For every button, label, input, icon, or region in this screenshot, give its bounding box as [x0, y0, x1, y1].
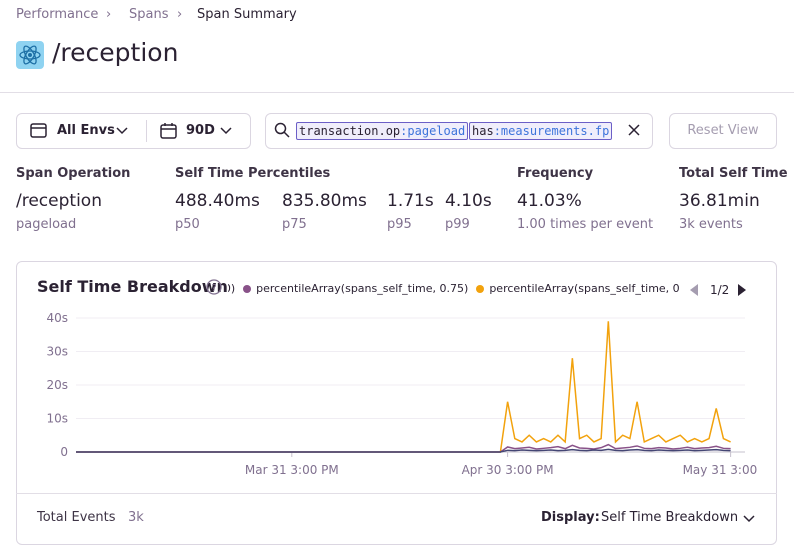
stat-sub: p95	[387, 217, 412, 232]
y-tick-label: 40s	[46, 311, 68, 325]
token-key: has	[472, 124, 494, 138]
stat-label: Total Self Time	[679, 166, 788, 181]
prev-page[interactable]	[690, 284, 698, 296]
legend-items: percentileArray(spans_self_time, 0.50) pe…	[228, 282, 680, 295]
stat-value: 835.80ms	[282, 191, 367, 211]
breadcrumb-sep: ›	[106, 7, 112, 22]
stat-label: Self Time Percentiles	[175, 166, 331, 181]
legend-page: 1/2	[710, 283, 730, 297]
chart: 0 10s 20s 30s 40s Mar 31 3:00 PM Apr 30 3:00 P…	[46, 311, 779, 477]
chevron	[220, 127, 232, 135]
search-icon	[274, 122, 290, 138]
chart-title: Self Time Breakdown	[37, 277, 228, 296]
calendar-icon	[160, 123, 177, 139]
stat-label: Frequency	[517, 166, 594, 181]
legend-item: percentileArray(spans_self_time, 0.75)	[243, 282, 468, 295]
y-tick-label: 10s	[46, 412, 68, 426]
period-filter[interactable]: 90D	[186, 123, 215, 138]
clear-button[interactable]	[628, 124, 640, 136]
stat-value: /reception	[16, 191, 102, 211]
page-title: /reception	[52, 38, 179, 67]
search-bar[interactable]	[265, 113, 653, 149]
divider	[16, 493, 777, 494]
legend-label: percentileArray(spans_self_time, 0.95)	[489, 282, 680, 295]
legend-pager	[690, 284, 746, 296]
stat-sub: 3k events	[679, 217, 743, 232]
legend-item: percentileArray(spans_self_time, 0.50)	[228, 282, 235, 295]
help-icon[interactable]: ?	[206, 279, 222, 295]
chart-panel	[16, 261, 777, 545]
y-tick-label: 30s	[46, 345, 68, 359]
token-sep: :	[400, 124, 408, 138]
breadcrumb: Span Summary	[197, 7, 297, 22]
total-events-value: 3k	[128, 510, 144, 525]
env-filter[interactable]: All Envs	[57, 123, 115, 138]
token-key: transaction.op	[299, 124, 401, 138]
stat-sub: p99	[445, 217, 470, 232]
stat-label: Span Operation	[16, 166, 131, 181]
legend-label: percentileArray(spans_self_time, 0.50)	[228, 282, 236, 295]
legend: percentileArray(spans_self_time, 0.50) pe…	[228, 282, 680, 300]
x-tick-label: Mar 31 3:00 PM	[245, 463, 339, 477]
env-icon	[30, 123, 47, 138]
stat-value: 4.10s	[445, 191, 492, 211]
legend-label: percentileArray(spans_self_time, 0.75)	[256, 282, 469, 295]
stat-sub: p50	[175, 217, 200, 232]
divider	[0, 92, 794, 93]
token-value: measurements.fp	[500, 124, 610, 138]
filter-bar	[16, 113, 251, 149]
stat-value: 41.03%	[517, 191, 582, 211]
total-events-label: Total Events	[37, 510, 116, 525]
x-tick-label: Apr 30 3:00 PM	[462, 463, 554, 477]
breadcrumb[interactable]: Spans	[129, 7, 169, 22]
project-icon	[16, 41, 44, 69]
token-sep: :	[493, 124, 501, 138]
y-tick-label: 20s	[46, 378, 68, 392]
stat-sub: 1.00 times per event	[517, 217, 654, 232]
reset-button[interactable]: Reset View	[669, 113, 777, 149]
series-line	[76, 321, 731, 453]
display-label: Display:	[541, 510, 600, 525]
series-line	[76, 448, 731, 453]
display-select[interactable]: Self Time Breakdown	[601, 510, 739, 525]
x-tick-label: May 31 3:00 PM	[683, 463, 779, 477]
chevron	[116, 127, 128, 135]
legend-dot	[243, 284, 252, 293]
chevron	[743, 515, 755, 523]
legend-item: percentileArray(spans_self_time, 0.95)	[476, 282, 680, 295]
legend-dot	[476, 284, 485, 293]
search-token[interactable]: transaction.op:pageload	[296, 122, 469, 140]
stat-value: 1.71s	[387, 191, 434, 211]
separator	[146, 120, 147, 142]
breadcrumb-sep: ›	[177, 7, 183, 22]
token-value: pageload	[407, 124, 466, 138]
y-tick-label: 0	[60, 445, 68, 459]
svg-text:?: ?	[211, 283, 216, 294]
stat-value: 488.40ms	[175, 191, 260, 211]
stat-sub: pageload	[16, 217, 77, 232]
search-token[interactable]: has:measurements.fp	[469, 122, 613, 140]
series-line	[76, 443, 731, 453]
breadcrumb[interactable]: Performance	[16, 7, 99, 22]
stat-sub: p75	[282, 217, 307, 232]
stat-value: 36.81min	[679, 191, 760, 211]
next-page[interactable]	[738, 284, 746, 296]
